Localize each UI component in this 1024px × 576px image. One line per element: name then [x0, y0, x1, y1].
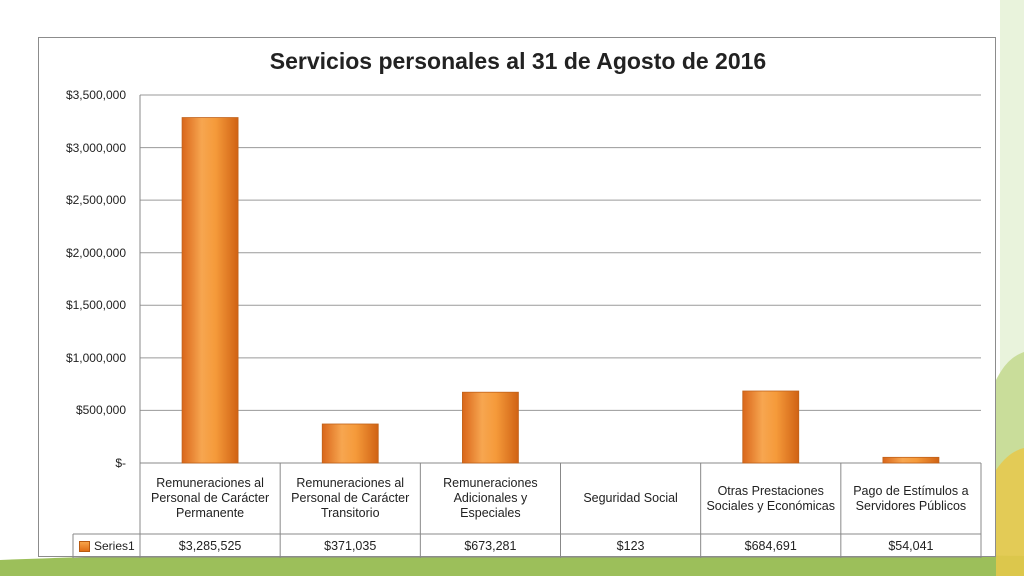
y-tick-label: $1,000,000 — [65, 350, 126, 365]
bar — [742, 390, 800, 464]
bar — [462, 391, 519, 464]
category-label: Pago de Estímulos a Servidores Públicos — [853, 483, 969, 513]
y-tick-label: $500,000 — [75, 403, 126, 418]
legend-series-name: Series1 — [94, 539, 135, 553]
y-tick-label: $- — [115, 456, 126, 470]
data-value-label: $673,281 — [464, 539, 517, 553]
bar — [321, 423, 379, 464]
category-label: Remuneraciones Adicionales y Especiales — [443, 476, 538, 520]
chart-title: Servicios personales al 31 de Agosto de … — [269, 48, 767, 74]
y-tick-label: $1,500,000 — [65, 298, 126, 313]
y-tick-label: $2,500,000 — [65, 193, 126, 208]
category-label: Seguridad Social — [583, 491, 678, 505]
category-label: Otras Prestaciones Sociales y Económicas — [706, 483, 835, 513]
category-label: Remuneraciones al Personal de Carácter T… — [291, 476, 410, 520]
data-value-label: $371,035 — [324, 539, 377, 553]
chart-frame: Servicios personales al 31 de Agosto de … — [38, 37, 996, 558]
chart-plot — [72, 94, 982, 558]
data-value-label: $123 — [616, 539, 645, 553]
bar — [882, 456, 940, 464]
data-value-label: $684,691 — [744, 539, 797, 553]
yellow-hill-right — [996, 448, 1024, 576]
category-label: Remuneraciones al Personal de Carácter P… — [151, 476, 270, 520]
bar — [181, 117, 239, 464]
legend-key: Series1 — [79, 534, 135, 558]
data-value-label: $54,041 — [888, 539, 934, 553]
y-tick-label: $2,000,000 — [65, 245, 126, 260]
y-tick-label: $3,500,000 — [65, 88, 126, 102]
legend-swatch — [79, 540, 90, 552]
data-value-label: $3,285,525 — [178, 539, 242, 553]
y-tick-label: $3,000,000 — [65, 140, 126, 155]
